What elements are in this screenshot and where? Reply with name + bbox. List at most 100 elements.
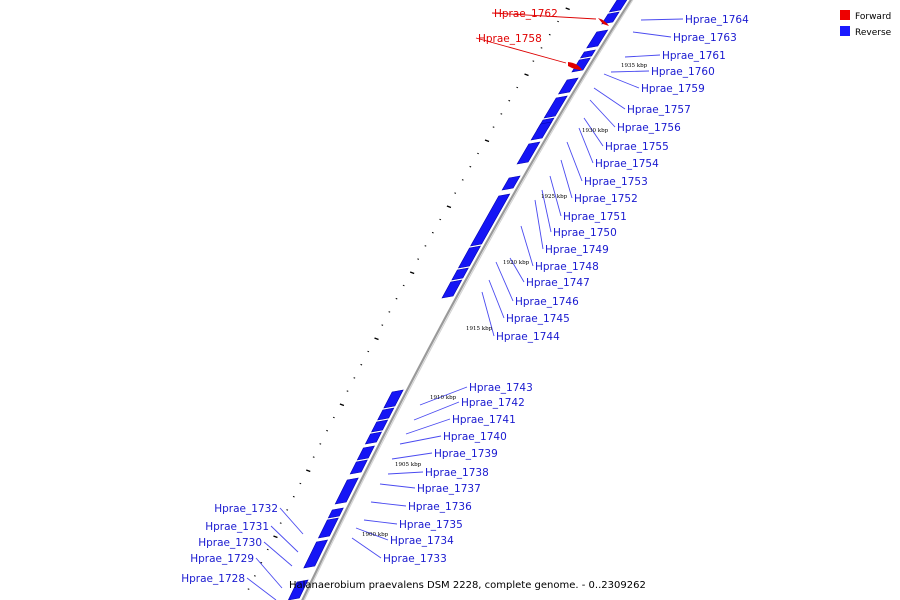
gene-block[interactable] <box>303 539 329 569</box>
scale-tick-mark <box>326 429 329 432</box>
scale-tick-mark <box>492 126 495 128</box>
leader-line <box>246 577 277 600</box>
gene-label-hprae-1735[interactable]: Hprae_1735 <box>399 519 463 531</box>
gene-block[interactable] <box>557 77 579 95</box>
scale-tick-label: 1915 kbp <box>466 326 493 332</box>
gene-block[interactable] <box>586 29 609 49</box>
gene-label-hprae-1761[interactable]: Hprae_1761 <box>662 50 726 62</box>
gene-label-hprae-1733[interactable]: Hprae_1733 <box>383 553 447 565</box>
gene-block[interactable] <box>608 0 628 13</box>
gene-block[interactable] <box>370 419 389 433</box>
scale-tick-mark <box>353 377 356 379</box>
gene-label-hprae-1747[interactable]: Hprae_1747 <box>526 277 590 289</box>
gene-label-hprae-1753[interactable]: Hprae_1753 <box>584 176 648 188</box>
gene-blocks <box>288 0 628 600</box>
gene-block[interactable] <box>516 141 541 165</box>
scale-tick-label: 1905 kbp <box>395 462 422 468</box>
gene-block[interactable] <box>364 431 383 445</box>
scale-tick-mark <box>524 73 529 77</box>
scale-tick-mark <box>306 469 311 473</box>
gene-label-hprae-1760[interactable]: Hprae_1760 <box>651 66 715 78</box>
gene-label-hprae-1740[interactable]: Hprae_1740 <box>443 431 507 443</box>
gene-label-hprae-1750[interactable]: Hprae_1750 <box>553 227 617 239</box>
leader-line <box>355 527 389 541</box>
gene-label-hprae-1752[interactable]: Hprae_1752 <box>574 193 638 205</box>
leader-line <box>481 291 495 337</box>
scale-tick-label: 1935 kbp <box>621 63 648 69</box>
gene-label-hprae-1756[interactable]: Hprae_1756 <box>617 122 681 134</box>
gene-block[interactable] <box>377 407 395 421</box>
gene-label-hprae-1737[interactable]: Hprae_1737 <box>417 483 481 495</box>
gene-label-hprae-1745[interactable]: Hprae_1745 <box>506 313 570 325</box>
gene-block[interactable] <box>327 507 344 519</box>
gene-label-hprae-1731[interactable]: Hprae_1731 <box>205 521 269 533</box>
gene-block[interactable] <box>356 445 375 461</box>
scale-tick-mark <box>292 495 295 498</box>
gene-label-hprae-1739[interactable]: Hprae_1739 <box>434 448 498 460</box>
genome-backbone-shadow <box>303 0 634 600</box>
gene-label-hprae-1754[interactable]: Hprae_1754 <box>595 158 659 170</box>
gene-label-hprae-1757[interactable]: Hprae_1757 <box>627 104 691 116</box>
gene-block[interactable] <box>470 193 511 247</box>
leader-line <box>279 507 304 535</box>
gene-label-hprae-1749[interactable]: Hprae_1749 <box>545 244 609 256</box>
scale-tick-mark <box>540 47 543 49</box>
gene-label-hprae-1743[interactable]: Hprae_1743 <box>469 382 533 394</box>
gene-label-hprae-1755[interactable]: Hprae_1755 <box>605 141 669 153</box>
scale-tick-mark <box>484 139 490 143</box>
leader-line <box>379 483 416 489</box>
gene-block[interactable] <box>601 11 620 25</box>
scale-tick-label: 1920 kbp <box>503 260 530 266</box>
gene-block[interactable] <box>317 517 339 539</box>
gene-block-hprae-1762[interactable] <box>598 18 609 26</box>
gene-label-hprae-1728[interactable]: Hprae_1728 <box>181 573 245 585</box>
leader-line <box>370 501 407 507</box>
gene-label-hprae-1742[interactable]: Hprae_1742 <box>461 397 525 409</box>
gene-label-hprae-1736[interactable]: Hprae_1736 <box>408 501 472 513</box>
gene-label-hprae-1734[interactable]: Hprae_1734 <box>390 535 454 547</box>
scale-tick-mark <box>424 245 427 247</box>
scale-tick-mark <box>477 152 479 155</box>
leader-line <box>413 401 460 421</box>
leader-line <box>363 519 398 525</box>
scale-tick-mark <box>417 258 420 260</box>
gene-block-hprae-1758[interactable] <box>568 62 582 70</box>
gene-label-hprae-1764[interactable]: Hprae_1764 <box>685 14 749 26</box>
gene-block[interactable] <box>349 459 368 475</box>
gene-block[interactable] <box>579 49 596 59</box>
gene-block[interactable] <box>543 95 568 119</box>
leader-line <box>583 117 604 147</box>
scale-tick-mark <box>516 86 519 89</box>
scale-tick-mark <box>312 456 315 458</box>
gene-label-hprae-1732[interactable]: Hprae_1732 <box>214 503 278 515</box>
leader-line <box>593 87 626 110</box>
gene-label-hprae-1738[interactable]: Hprae_1738 <box>425 467 489 479</box>
gene-block[interactable] <box>501 175 521 191</box>
gene-block[interactable] <box>457 245 482 269</box>
gene-label-hprae-1751[interactable]: Hprae_1751 <box>563 211 627 223</box>
genome-caption: Halanaerobium praevalens DSM 2228, compl… <box>289 580 646 591</box>
gene-label-hprae-1748[interactable]: Hprae_1748 <box>535 261 599 273</box>
gene-label-hprae-1758[interactable]: Hprae_1758 <box>478 33 542 45</box>
gene-label-hprae-1729[interactable]: Hprae_1729 <box>190 553 254 565</box>
gene-block[interactable] <box>383 389 404 409</box>
gene-block[interactable] <box>334 477 359 505</box>
leader-line <box>270 525 299 553</box>
gene-label-hprae-1759[interactable]: Hprae_1759 <box>641 83 705 95</box>
gene-label-hprae-1730[interactable]: Hprae_1730 <box>198 537 262 549</box>
scale-tick-mark <box>454 192 457 194</box>
legend-reverse-label: Reverse <box>855 28 892 38</box>
gene-label-hprae-1746[interactable]: Hprae_1746 <box>515 296 579 308</box>
scale-tick-mark <box>339 403 345 407</box>
leader-line <box>549 175 562 217</box>
gene-block[interactable] <box>451 267 469 281</box>
gene-block[interactable] <box>530 121 553 141</box>
gene-label-hprae-1762[interactable]: Hprae_1762 <box>494 8 558 20</box>
gene-block[interactable] <box>288 579 309 600</box>
leader-line <box>391 452 433 460</box>
gene-label-hprae-1763[interactable]: Hprae_1763 <box>673 32 737 44</box>
gene-label-hprae-1741[interactable]: Hprae_1741 <box>452 414 516 426</box>
scale-tick-mark <box>439 218 442 221</box>
gene-label-hprae-1744[interactable]: Hprae_1744 <box>496 331 560 343</box>
gene-block[interactable] <box>441 279 463 299</box>
